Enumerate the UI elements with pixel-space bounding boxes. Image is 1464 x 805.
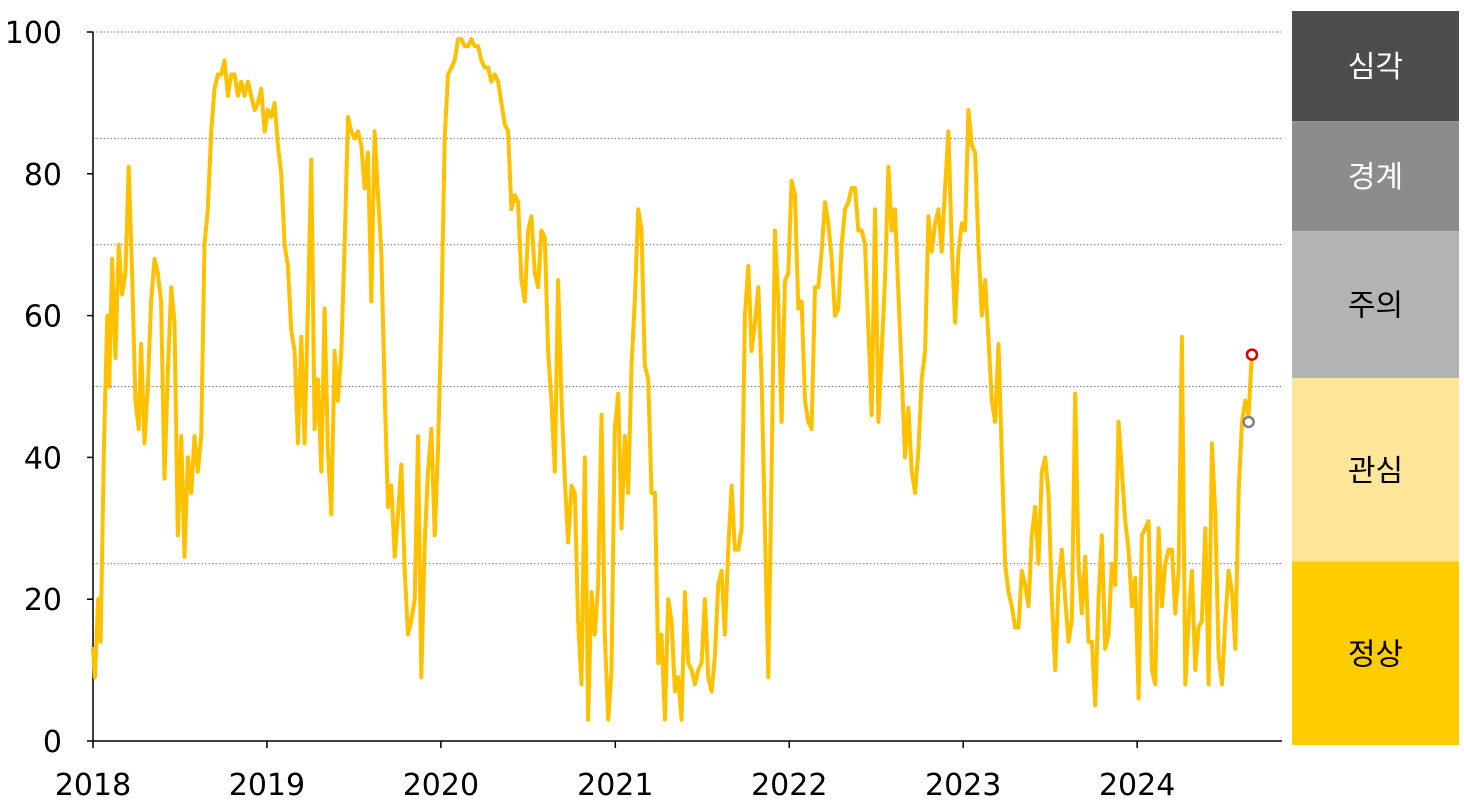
series-layer (91, 37, 1254, 722)
band-1 (1292, 121, 1459, 232)
band-label-3: 관심 (1348, 454, 1403, 489)
band-label-2: 주의 (1348, 289, 1403, 324)
x-tick-label-0: 2018 (55, 768, 131, 803)
x-tick-label-2: 2020 (403, 768, 479, 803)
y-tick-label-1: 20 (24, 583, 62, 618)
band-3 (1292, 378, 1459, 562)
x-tick-label-3: 2021 (577, 768, 653, 803)
x-tick-label-6: 2024 (1099, 768, 1175, 803)
y-axis-ticks: 0 20 40 60 80 100 (5, 16, 93, 760)
band-label-0: 심각 (1348, 50, 1403, 85)
x-axis-ticks: 2018 2019 2020 2021 2022 2023 2024 (55, 741, 1175, 803)
marker-layer (1242, 348, 1259, 429)
band-0 (1292, 11, 1459, 122)
x-tick-label-1: 2019 (229, 768, 305, 803)
band-label-4: 정상 (1348, 637, 1403, 672)
band-label-1: 경계 (1348, 160, 1403, 195)
series-line-0 (91, 37, 1254, 722)
band-2 (1292, 231, 1459, 378)
y-tick-label-2: 40 (24, 441, 62, 476)
y-tick-label-5: 100 (5, 16, 62, 51)
x-tick-label-5: 2023 (925, 768, 1001, 803)
y-tick-label-3: 60 (24, 300, 62, 335)
x-tick-label-4: 2022 (751, 768, 827, 803)
end-marker-1 (1245, 348, 1259, 361)
y-tick-label-4: 80 (24, 158, 62, 193)
axes (92, 32, 1282, 742)
end-marker-0 (1242, 415, 1255, 429)
band-4 (1292, 561, 1459, 745)
y-tick-label-0: 0 (43, 725, 62, 760)
